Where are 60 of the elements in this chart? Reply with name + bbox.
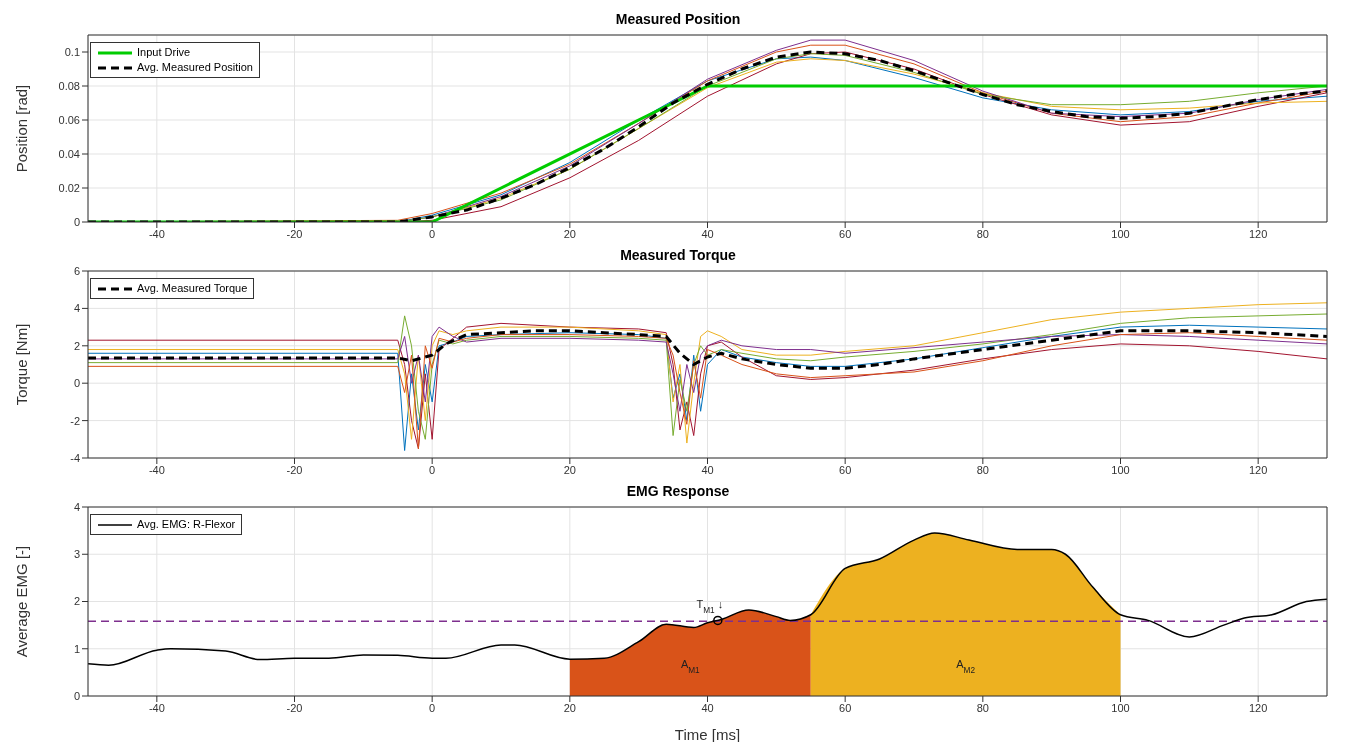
line-series: [88, 329, 1327, 370]
y-tick-label: 6: [73, 264, 80, 277]
x-tick-label: -40: [148, 701, 165, 714]
y-tick-label: 4: [73, 302, 80, 315]
chart-title: Measured Torque: [619, 246, 737, 265]
y-tick-label: 0: [73, 689, 80, 702]
y-tick-label: 0.1: [64, 45, 80, 58]
y-tick-label: 0.06: [58, 113, 80, 126]
x-tick-label: 0: [429, 463, 436, 476]
x-tick-label: 120: [1248, 701, 1268, 714]
x-tick-label: 100: [1111, 701, 1130, 714]
y-tick-label: 2: [73, 595, 80, 608]
x-tick-label: -20: [286, 463, 303, 476]
x-tick-label: 80: [976, 701, 989, 714]
x-tick-label: -20: [286, 701, 303, 714]
x-tick-label: 120: [1248, 227, 1268, 240]
annotation: A$_{M1}$: [680, 657, 701, 675]
x-tick-label: 100: [1111, 463, 1130, 476]
x-tick-label: 40: [701, 463, 714, 476]
x-tick-label: 40: [701, 227, 714, 240]
x-tick-label: 20: [563, 227, 576, 240]
x-tick-label: 60: [839, 701, 852, 714]
y-tick-label: 3: [73, 548, 80, 561]
x-tick-label: 40: [701, 701, 714, 714]
chart-title: EMG Response: [625, 482, 731, 501]
y-tick-label: 0: [73, 377, 80, 390]
y-tick-label: -4: [70, 451, 80, 464]
legend-label: Avg. EMG: R-Flexor: [137, 517, 236, 532]
x-tick-label: 60: [839, 227, 852, 240]
y-tick-label: 0: [73, 215, 80, 228]
annotation: A$_{M2}$: [956, 657, 976, 675]
y-axis-title: Average EMG [-]: [13, 545, 31, 658]
y-axis-title: Position [rad]: [13, 84, 31, 173]
legend-label: Input Drive: [137, 45, 191, 60]
x-tick-label: 0: [429, 227, 436, 240]
x-tick-label: 120: [1248, 463, 1268, 476]
x-tick-label: 20: [563, 463, 576, 476]
legend-label: Avg. Measured Torque: [137, 281, 248, 296]
y-tick-label: 1: [73, 642, 80, 655]
y-tick-label: 0.02: [58, 181, 80, 194]
annotation: T$_{M1}$ ↓: [696, 598, 724, 615]
y-tick-label: 4: [73, 500, 80, 513]
line-series: [88, 326, 1327, 412]
y-axis-title: Torque [Nm]: [13, 323, 31, 406]
x-tick-label: -20: [286, 227, 303, 240]
y-tick-label: -2: [70, 414, 80, 427]
y-tick-label: 0.04: [58, 147, 80, 160]
x-tick-label: 0: [429, 701, 436, 714]
legend-label: Avg. Measured Position: [137, 60, 253, 75]
x-tick-label: 100: [1111, 227, 1130, 240]
line-series: [88, 532, 1327, 667]
x-tick-label: 20: [563, 701, 576, 714]
y-tick-label: 2: [73, 339, 80, 352]
x-tick-label: -40: [148, 463, 165, 476]
y-tick-label: 0.08: [58, 79, 80, 92]
x-tick-label: 80: [976, 227, 989, 240]
x-tick-label: -40: [148, 227, 165, 240]
chart-title: Measured Position: [614, 10, 742, 29]
x-tick-label: 80: [976, 463, 989, 476]
x-tick-label: 60: [839, 463, 852, 476]
